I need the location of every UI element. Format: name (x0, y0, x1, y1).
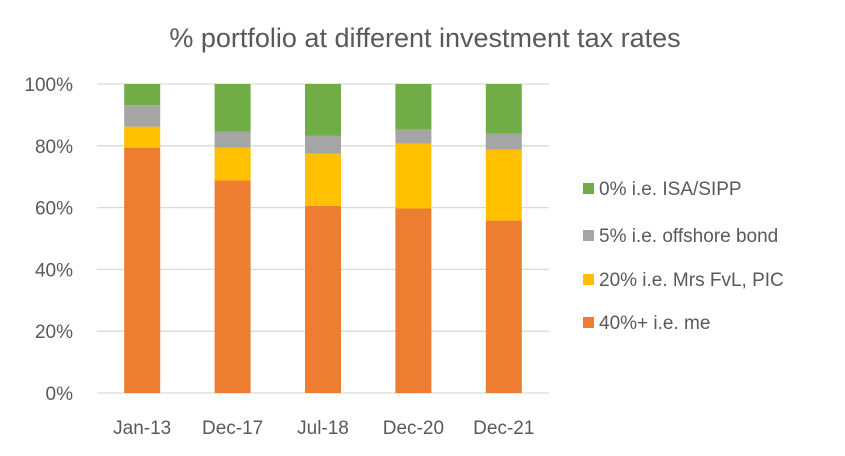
bar-segment-dec-17-series-0 (214, 180, 251, 393)
x-tick-label: Dec-21 (473, 418, 534, 439)
bar-segment-jan-13-series-0 (124, 147, 161, 393)
y-tick-label: 80% (35, 137, 73, 158)
y-tick-label: 40% (35, 260, 73, 281)
legend-swatch (583, 317, 594, 328)
bar-segment-dec-21-series-3 (485, 84, 522, 134)
bar-segment-dec-20-series-3 (395, 84, 432, 130)
x-tick-label: Dec-20 (383, 418, 444, 439)
bar-segment-dec-21-series-1 (485, 149, 522, 221)
legend-label: 5% i.e. offshore bond (599, 226, 778, 247)
y-axis: 0% 20% 40% 60% 80% 100% (24, 75, 73, 405)
legend: 0% i.e. ISA/SIPP 5% i.e. offshore bond 20%… (583, 179, 784, 334)
bar-segment-dec-20-series-2 (395, 129, 432, 144)
legend-label: 20% i.e. Mrs FvL, PIC (599, 270, 784, 291)
bar-segment-dec-17-series-3 (214, 84, 251, 132)
legend-label: 40%+ i.e. me (599, 313, 710, 334)
legend-label: 0% i.e. ISA/SIPP (599, 179, 742, 200)
legend-swatch (583, 230, 594, 241)
bar-segment-jan-13-series-2 (124, 105, 161, 127)
x-tick-label: Jan-13 (113, 418, 171, 439)
x-axis: Jan-13 Dec-17 Jul-18 Dec-20 Dec-21 (113, 418, 534, 439)
bar-segment-jul-18-series-0 (305, 205, 341, 393)
bar-segment-jul-18-series-1 (305, 153, 341, 206)
bar-segment-jul-18-series-3 (305, 84, 341, 136)
x-tick-label: Jul-18 (297, 418, 349, 439)
bar-segment-jan-13-series-3 (124, 84, 161, 106)
chart-title: % portfolio at different investment tax … (169, 23, 680, 53)
bar-segment-jan-13-series-1 (124, 126, 161, 148)
bar-segment-dec-20-series-0 (395, 208, 432, 393)
bars (124, 84, 522, 393)
x-tick-label: Dec-17 (202, 418, 263, 439)
legend-swatch (583, 183, 594, 194)
bar-segment-jul-18-series-2 (305, 135, 341, 154)
bar-segment-dec-20-series-1 (395, 143, 432, 209)
y-tick-label: 100% (24, 75, 73, 96)
y-tick-label: 60% (35, 199, 73, 220)
bar-segment-dec-21-series-0 (485, 220, 522, 393)
legend-swatch (583, 274, 594, 285)
y-tick-label: 20% (35, 322, 73, 343)
bar-segment-dec-21-series-2 (485, 133, 522, 150)
bar-segment-dec-17-series-2 (214, 131, 251, 148)
y-tick-label: 0% (46, 384, 74, 405)
bar-segment-dec-17-series-1 (214, 147, 251, 181)
